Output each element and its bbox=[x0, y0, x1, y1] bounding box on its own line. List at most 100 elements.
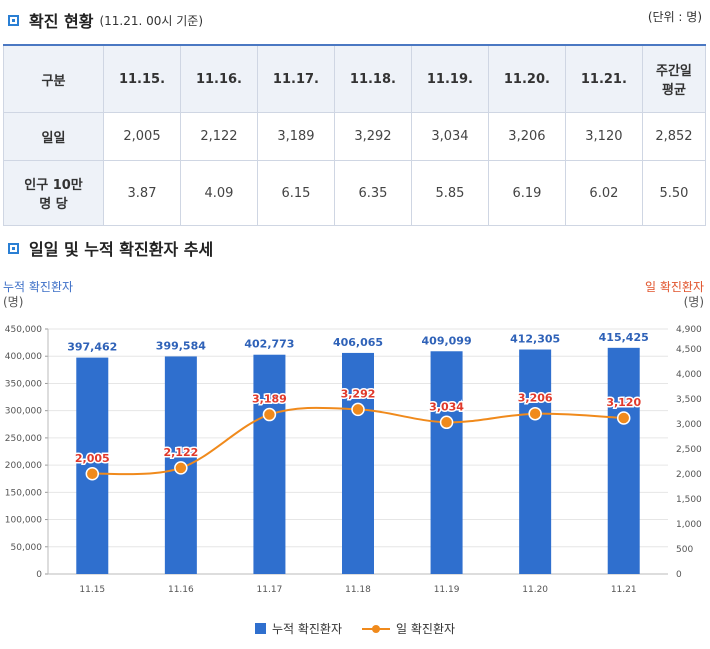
right-tick-label: 2,500 bbox=[676, 445, 702, 455]
row-label: 일일 bbox=[3, 112, 104, 161]
section-title-text: 일일 및 누적 확진환자 추세 bbox=[29, 240, 214, 259]
table-cell: 6.02 bbox=[564, 160, 643, 226]
bar-cumulative bbox=[430, 351, 463, 574]
section-title-text: 확진 현황 bbox=[29, 12, 94, 31]
x-tick-label: 11.19 bbox=[434, 585, 460, 595]
table-cell: 5.85 bbox=[410, 160, 489, 226]
table-cell: 6.35 bbox=[333, 160, 412, 226]
right-axis-unit: (명) bbox=[683, 295, 704, 309]
right-tick-label: 4,500 bbox=[676, 345, 702, 355]
bar-data-label: 406,065 bbox=[333, 336, 383, 349]
table-row: 일일 2,005 2,122 3,189 3,292 3,034 3,206 3… bbox=[3, 112, 707, 161]
table-header-row: 구분 11.15. 11.16. 11.17. 11.18. 11.19. 11… bbox=[3, 44, 707, 113]
bar-cumulative bbox=[607, 347, 640, 574]
left-tick-label: 150,000 bbox=[5, 488, 42, 498]
bar-data-label: 399,584 bbox=[156, 339, 206, 352]
line-data-label: 2,005 bbox=[75, 452, 110, 465]
table-cell: 2,005 bbox=[103, 112, 181, 161]
table-cell: 2,122 bbox=[179, 112, 258, 161]
bar-cumulative bbox=[342, 352, 374, 574]
left-tick-label: 0 bbox=[36, 570, 42, 580]
table-header-cell: 11.19. bbox=[410, 44, 489, 113]
right-tick-label: 4,000 bbox=[676, 370, 702, 380]
bar-data-label: 397,462 bbox=[67, 341, 117, 354]
bar-swatch-icon bbox=[254, 623, 266, 634]
left-axis-unit: (명) bbox=[3, 295, 24, 309]
x-tick-label: 11.17 bbox=[257, 585, 283, 595]
bar-cumulative bbox=[519, 349, 552, 574]
left-tick-label: 200,000 bbox=[5, 461, 42, 471]
table-header-cell: 11.21. bbox=[564, 44, 643, 113]
right-tick-label: 3,000 bbox=[676, 420, 702, 430]
trend-chart: 0 50,000 100,000 150,000 200,000 250,000 300,0… bbox=[5, 325, 702, 595]
line-data-label: 3,206 bbox=[518, 392, 553, 405]
bar-data-label: 402,773 bbox=[244, 338, 294, 351]
table-cell: 3.87 bbox=[103, 160, 181, 226]
line-data-label: 2,122 bbox=[163, 446, 198, 459]
right-tick-label: 500 bbox=[676, 545, 693, 555]
left-tick-label: 100,000 bbox=[5, 516, 42, 526]
chart-legend: 누적 확진환자 일 확진환자 bbox=[0, 620, 710, 637]
left-tick-label: 300,000 bbox=[5, 407, 42, 417]
table-cell: 3,292 bbox=[333, 112, 412, 161]
status-table: 구분 11.15. 11.16. 11.17. 11.18. 11.19. 11… bbox=[3, 44, 707, 226]
status-section-title: 확진 현황 (11.21. 00시 기준) bbox=[8, 8, 203, 32]
table-cell: 6.19 bbox=[487, 160, 566, 226]
table-header-cell: 11.20. bbox=[487, 44, 566, 113]
line-point-daily bbox=[351, 402, 365, 417]
section-square-icon bbox=[8, 14, 19, 26]
bar-data-label: 409,099 bbox=[422, 334, 472, 347]
x-tick-label: 11.15 bbox=[79, 585, 105, 595]
x-tick-label: 11.18 bbox=[345, 585, 371, 595]
x-tick-label: 11.20 bbox=[522, 585, 548, 595]
x-tick-label: 11.16 bbox=[168, 585, 194, 595]
legend-item-cumulative[interactable]: 누적 확진환자 bbox=[254, 620, 343, 637]
trend-section-title: 일일 및 누적 확진환자 추세 bbox=[8, 236, 213, 260]
section-subtitle: (11.21. 00시 기준) bbox=[99, 13, 204, 28]
right-tick-label: 1,000 bbox=[676, 520, 702, 530]
line-point-daily bbox=[85, 467, 100, 481]
line-point-daily bbox=[528, 406, 542, 421]
left-tick-label: 250,000 bbox=[5, 434, 42, 444]
line-data-label: 3,034 bbox=[429, 400, 464, 413]
line-point-daily bbox=[616, 411, 631, 425]
line-point-daily bbox=[262, 407, 277, 422]
left-axis-title: 누적 확진환자 (명) bbox=[3, 280, 73, 310]
right-tick-label: 0 bbox=[676, 570, 682, 580]
left-tick-label: 400,000 bbox=[5, 352, 42, 362]
bar-cumulative bbox=[76, 357, 109, 574]
line-swatch-icon bbox=[362, 624, 391, 634]
bar-data-label: 415,425 bbox=[599, 331, 649, 344]
left-tick-label: 350,000 bbox=[5, 379, 42, 389]
unit-label: (단위 : 명) bbox=[647, 10, 702, 24]
table-header-cell: 11.15. bbox=[103, 44, 181, 113]
table-cell: 4.09 bbox=[179, 160, 258, 226]
left-tick-label: 450,000 bbox=[5, 325, 42, 335]
bar-data-label: 412,305 bbox=[510, 333, 560, 346]
table-header-cell: 주간일 평균 bbox=[641, 44, 707, 113]
line-data-label: 3,120 bbox=[606, 396, 641, 409]
table-row: 인구 10만 명 당 3.87 4.09 6.15 6.35 5.85 6.19… bbox=[3, 160, 707, 226]
bar-cumulative bbox=[253, 354, 286, 574]
right-axis-label: 일 확진환자 bbox=[644, 280, 704, 294]
right-axis-title: 일 확진환자 (명) bbox=[645, 280, 704, 310]
line-point-daily bbox=[174, 461, 188, 475]
legend-label: 누적 확진환자 bbox=[271, 622, 343, 636]
right-tick-label: 1,500 bbox=[676, 495, 702, 505]
left-tick-label: 50,000 bbox=[11, 543, 43, 553]
legend-label: 일 확진환자 bbox=[396, 622, 456, 636]
row-label: 인구 10만 명 당 bbox=[3, 160, 104, 226]
line-data-label: 3,292 bbox=[341, 387, 376, 400]
right-tick-label: 2,000 bbox=[676, 470, 702, 480]
line-data-label: 3,189 bbox=[252, 393, 287, 406]
right-tick-label: 4,900 bbox=[676, 325, 702, 335]
section-square-icon bbox=[8, 242, 19, 254]
table-cell: 3,120 bbox=[564, 112, 643, 161]
table-cell: 5.50 bbox=[641, 160, 707, 226]
line-point-daily bbox=[439, 415, 454, 430]
right-tick-label: 3,500 bbox=[676, 395, 702, 405]
x-tick-label: 11.21 bbox=[611, 585, 637, 595]
legend-item-daily[interactable]: 일 확진환자 bbox=[362, 620, 455, 637]
table-cell: 3,206 bbox=[487, 112, 566, 161]
left-axis-label: 누적 확진환자 bbox=[3, 280, 74, 294]
